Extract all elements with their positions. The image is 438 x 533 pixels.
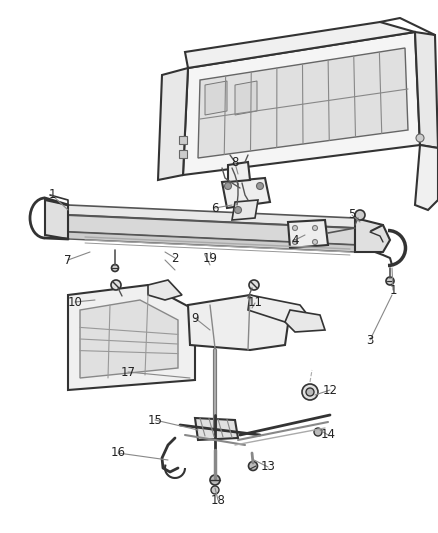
- Polygon shape: [80, 300, 178, 378]
- Polygon shape: [68, 205, 355, 228]
- Text: 11: 11: [247, 296, 262, 310]
- Text: 10: 10: [67, 295, 82, 309]
- Polygon shape: [185, 22, 415, 68]
- Text: 15: 15: [148, 414, 162, 426]
- Text: 6: 6: [211, 201, 219, 214]
- Polygon shape: [68, 232, 355, 252]
- Circle shape: [314, 428, 322, 436]
- Polygon shape: [198, 48, 408, 158]
- Polygon shape: [45, 200, 68, 239]
- Circle shape: [386, 277, 394, 285]
- Polygon shape: [415, 145, 438, 210]
- Circle shape: [312, 239, 318, 245]
- Polygon shape: [415, 32, 438, 148]
- Circle shape: [112, 264, 119, 271]
- Polygon shape: [232, 200, 258, 220]
- Polygon shape: [158, 68, 188, 180]
- Circle shape: [355, 210, 365, 220]
- Text: 9: 9: [191, 311, 199, 325]
- Circle shape: [210, 475, 220, 485]
- Polygon shape: [179, 150, 187, 158]
- Polygon shape: [205, 81, 227, 115]
- Text: 3: 3: [366, 334, 374, 346]
- Circle shape: [249, 280, 259, 290]
- Text: 1: 1: [48, 189, 56, 201]
- Text: 16: 16: [110, 447, 126, 459]
- Circle shape: [234, 206, 241, 214]
- Circle shape: [312, 225, 318, 230]
- Text: 17: 17: [120, 366, 135, 378]
- Circle shape: [225, 182, 232, 190]
- Circle shape: [306, 388, 314, 396]
- Text: 4: 4: [291, 233, 299, 246]
- Text: 18: 18: [211, 494, 226, 506]
- Circle shape: [211, 486, 219, 494]
- Polygon shape: [288, 220, 328, 248]
- Text: 19: 19: [202, 252, 218, 264]
- Polygon shape: [68, 285, 195, 390]
- Circle shape: [416, 134, 424, 142]
- Circle shape: [293, 225, 297, 230]
- Polygon shape: [195, 418, 238, 440]
- Polygon shape: [188, 295, 290, 350]
- Circle shape: [248, 462, 258, 471]
- Polygon shape: [285, 310, 325, 332]
- Text: 12: 12: [322, 384, 338, 397]
- Text: 8: 8: [231, 157, 239, 169]
- Circle shape: [111, 280, 121, 290]
- Text: 1: 1: [389, 284, 397, 296]
- Polygon shape: [222, 178, 270, 208]
- Polygon shape: [68, 215, 355, 245]
- Polygon shape: [148, 280, 182, 300]
- Polygon shape: [228, 162, 250, 182]
- Text: 2: 2: [171, 252, 179, 264]
- Polygon shape: [248, 295, 310, 322]
- Circle shape: [293, 239, 297, 245]
- Text: 13: 13: [261, 461, 276, 473]
- Circle shape: [302, 384, 318, 400]
- Text: 14: 14: [321, 429, 336, 441]
- Circle shape: [257, 182, 264, 190]
- Polygon shape: [355, 218, 390, 252]
- Polygon shape: [235, 81, 257, 115]
- Text: 5: 5: [348, 208, 356, 222]
- Polygon shape: [179, 136, 187, 144]
- Polygon shape: [183, 32, 420, 175]
- Text: 7: 7: [64, 254, 72, 266]
